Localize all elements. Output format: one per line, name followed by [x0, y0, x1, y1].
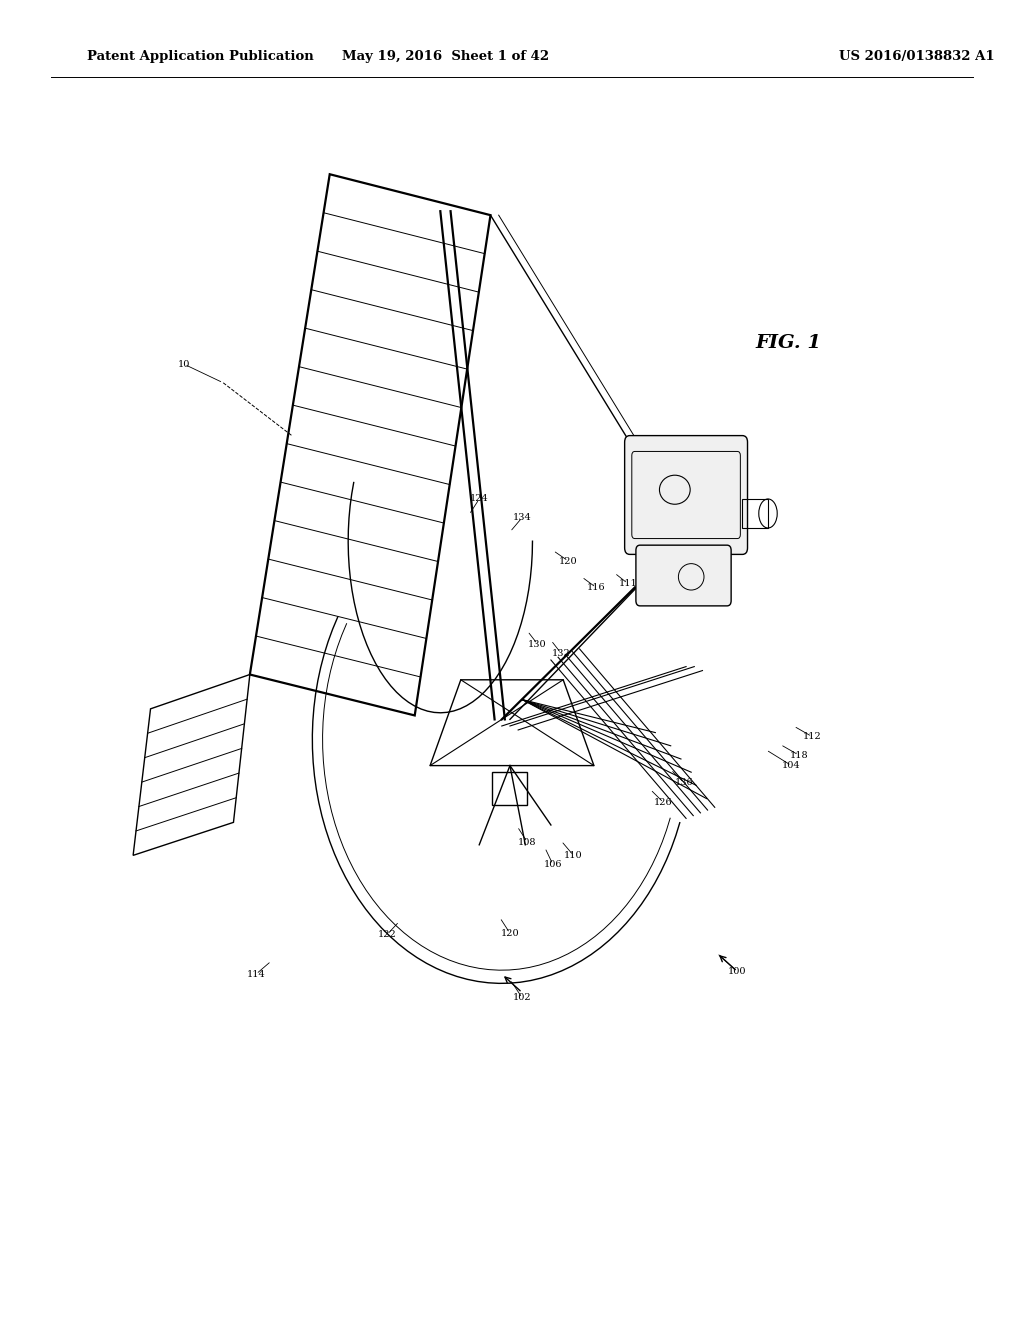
Text: 116: 116	[587, 583, 605, 591]
Text: FIG. 1: FIG. 1	[756, 334, 821, 352]
Text: 114: 114	[247, 970, 265, 978]
Text: 106: 106	[544, 861, 562, 869]
FancyBboxPatch shape	[625, 436, 748, 554]
Text: 136: 136	[675, 779, 693, 787]
Text: 120: 120	[501, 929, 519, 937]
Text: 110: 110	[564, 851, 583, 859]
Text: US 2016/0138832 A1: US 2016/0138832 A1	[839, 50, 994, 63]
Text: 120: 120	[559, 557, 578, 565]
Text: 132: 132	[552, 649, 570, 657]
Polygon shape	[250, 174, 490, 715]
Text: 112: 112	[803, 733, 821, 741]
Text: 122: 122	[378, 931, 396, 939]
Text: 111: 111	[618, 579, 637, 587]
Text: 134: 134	[513, 513, 531, 521]
Text: 10: 10	[178, 360, 190, 368]
Text: Patent Application Publication: Patent Application Publication	[87, 50, 313, 63]
Bar	[492, 772, 527, 805]
Text: 102: 102	[513, 994, 531, 1002]
Text: May 19, 2016  Sheet 1 of 42: May 19, 2016 Sheet 1 of 42	[342, 50, 549, 63]
Text: 130: 130	[528, 640, 547, 648]
Bar	[742, 499, 768, 528]
Text: 104: 104	[782, 762, 801, 770]
Text: 108: 108	[518, 838, 537, 846]
Polygon shape	[133, 675, 250, 855]
FancyBboxPatch shape	[636, 545, 731, 606]
Text: 100: 100	[728, 968, 746, 975]
Text: 118: 118	[790, 751, 808, 759]
Text: 126: 126	[654, 799, 673, 807]
Text: 124: 124	[470, 495, 488, 503]
